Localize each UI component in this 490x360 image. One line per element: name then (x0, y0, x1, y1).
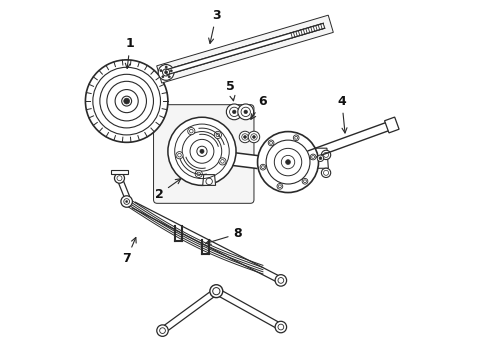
Circle shape (162, 76, 164, 78)
Polygon shape (203, 175, 216, 185)
Circle shape (124, 98, 129, 104)
Circle shape (317, 155, 324, 161)
Circle shape (277, 184, 283, 189)
Circle shape (168, 117, 236, 185)
Circle shape (157, 325, 168, 336)
Circle shape (226, 104, 242, 120)
Circle shape (85, 60, 168, 142)
Circle shape (163, 69, 170, 76)
Text: 6: 6 (251, 95, 267, 119)
Circle shape (195, 170, 202, 177)
Text: 4: 4 (338, 95, 347, 133)
Circle shape (125, 201, 128, 203)
Circle shape (244, 135, 246, 138)
Circle shape (168, 76, 171, 78)
Polygon shape (166, 23, 324, 75)
Circle shape (115, 173, 124, 183)
Circle shape (219, 158, 226, 165)
Text: 1: 1 (125, 37, 135, 68)
Circle shape (210, 285, 223, 298)
Polygon shape (385, 117, 399, 133)
Circle shape (170, 70, 172, 72)
Circle shape (238, 104, 254, 120)
Circle shape (239, 131, 251, 143)
Circle shape (188, 127, 195, 135)
Polygon shape (111, 170, 128, 174)
Polygon shape (166, 23, 324, 75)
Circle shape (244, 110, 247, 114)
Circle shape (268, 140, 274, 146)
Polygon shape (161, 289, 218, 333)
Circle shape (319, 157, 322, 160)
Circle shape (165, 71, 168, 74)
Polygon shape (132, 202, 282, 283)
Circle shape (275, 275, 287, 286)
Circle shape (310, 154, 316, 160)
Circle shape (248, 131, 260, 143)
Circle shape (160, 69, 162, 72)
Circle shape (275, 321, 287, 333)
Polygon shape (211, 150, 258, 168)
Text: 8: 8 (206, 227, 242, 244)
Circle shape (258, 132, 318, 193)
FancyBboxPatch shape (153, 105, 254, 203)
Circle shape (176, 152, 183, 159)
Circle shape (252, 135, 255, 138)
Polygon shape (215, 288, 282, 330)
Text: 5: 5 (226, 80, 235, 101)
Polygon shape (157, 15, 333, 83)
Text: 3: 3 (209, 9, 221, 44)
Circle shape (165, 66, 167, 68)
Circle shape (214, 131, 221, 139)
Text: 7: 7 (122, 238, 136, 265)
Circle shape (206, 178, 212, 185)
Circle shape (121, 196, 132, 207)
Circle shape (200, 149, 204, 153)
Circle shape (321, 168, 331, 177)
Polygon shape (313, 148, 328, 168)
Circle shape (260, 164, 266, 170)
Circle shape (158, 64, 174, 80)
Text: 2: 2 (154, 179, 181, 201)
Circle shape (302, 179, 308, 184)
Circle shape (294, 135, 299, 141)
Polygon shape (308, 122, 390, 159)
Circle shape (321, 150, 331, 159)
Circle shape (286, 159, 291, 165)
Circle shape (232, 110, 236, 114)
